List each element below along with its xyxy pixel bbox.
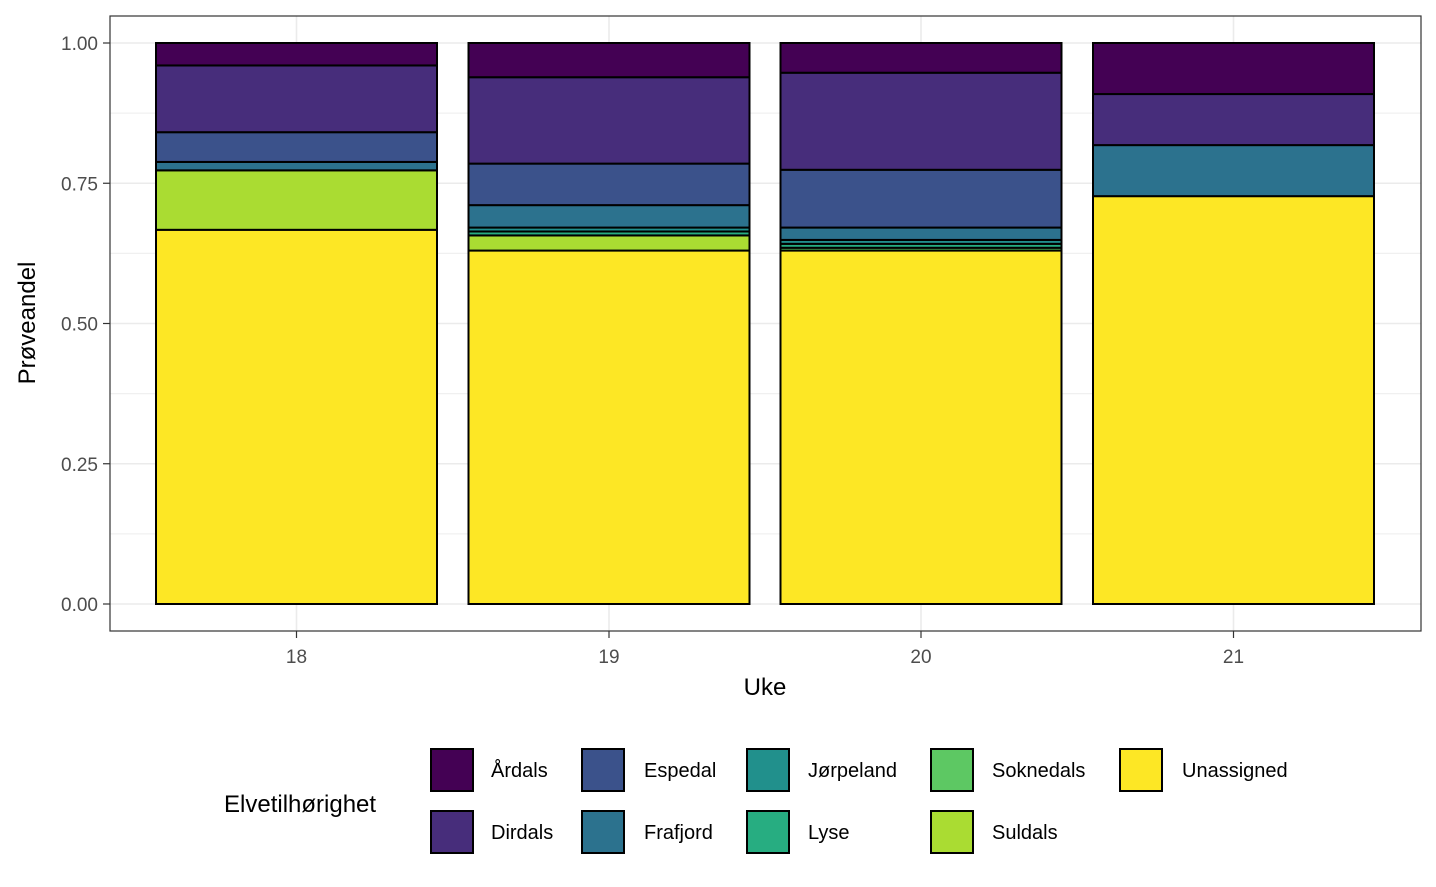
bar-segment-20-unassigned <box>779 249 1063 605</box>
bars-group <box>155 42 1375 606</box>
legend-key-espedal <box>581 748 625 792</box>
bar-segment-21-frafjord <box>1092 144 1375 198</box>
x-axis-title: Uke <box>744 674 787 701</box>
legend-label-lyse: Lyse <box>808 822 850 844</box>
bar-segment-20-årdals <box>779 42 1063 74</box>
legend-key-unassigned <box>1119 748 1163 792</box>
bar-segment-20-dirdals <box>779 71 1063 171</box>
bar-segment-21-dirdals <box>1092 93 1375 147</box>
y-axis: 0.00 0.25 0.50 0.75 1.00 <box>61 34 110 616</box>
legend-label-soknedals: Soknedals <box>992 760 1085 782</box>
legend-label-unassigned: Unassigned <box>1182 760 1288 782</box>
bar-segment-21-årdals <box>1092 42 1375 96</box>
bar-segment-21-unassigned <box>1092 195 1375 605</box>
bar-segment-19-unassigned <box>467 249 751 605</box>
bar-segment-19-dirdals <box>467 76 751 165</box>
y-tick-label: 0.75 <box>61 174 98 195</box>
y-tick-label: 0.50 <box>61 315 98 336</box>
legend-key-årdals <box>430 748 474 792</box>
bar-segment-18-unassigned <box>155 228 438 606</box>
bar-segment-18-dirdals <box>155 64 438 134</box>
legend-title: Elvetilhørighet <box>224 791 376 818</box>
bar-segment-19-frafjord <box>467 204 751 229</box>
legend: Årdals Dirdals Espedal Frafjord Jørpeland Lys… <box>430 748 1288 854</box>
legend-label-årdals: Årdals <box>491 759 548 782</box>
bar-segment-18-årdals <box>155 42 438 67</box>
bar-segment-20-espedal <box>779 168 1063 229</box>
legend-label-dirdals: Dirdals <box>491 822 553 844</box>
x-tick-label: 21 <box>1223 647 1244 668</box>
bar-segment-18-suldals <box>155 169 438 231</box>
bar-segment-18-frafjord <box>155 160 438 172</box>
y-tick-label: 1.00 <box>61 34 98 55</box>
y-tick-label: 0.00 <box>61 595 98 616</box>
x-tick-label: 20 <box>910 647 931 668</box>
bar-segment-19-espedal <box>467 162 751 207</box>
legend-label-frafjord: Frafjord <box>644 822 713 844</box>
x-tick-label: 18 <box>286 647 307 668</box>
bar-segment-20-frafjord <box>779 226 1063 241</box>
legend-label-suldals: Suldals <box>992 822 1058 844</box>
legend-key-frafjord <box>581 810 625 854</box>
y-axis-title: Prøveandel <box>14 262 41 385</box>
legend-key-dirdals <box>430 810 474 854</box>
x-tick-label: 19 <box>598 647 619 668</box>
bar-segment-19-årdals <box>467 42 751 79</box>
bar-segment-18-espedal <box>155 131 438 163</box>
x-axis: 18 19 20 21 <box>286 631 1244 668</box>
legend-key-soknedals <box>930 748 974 792</box>
legend-label-espedal: Espedal <box>644 760 716 782</box>
legend-key-lyse <box>746 810 790 854</box>
legend-key-suldals <box>930 810 974 854</box>
bar-segment-19-suldals <box>467 234 751 252</box>
y-tick-label: 0.25 <box>61 455 98 476</box>
legend-key-jørpeland <box>746 748 790 792</box>
legend-label-jørpeland: Jørpeland <box>808 760 897 782</box>
